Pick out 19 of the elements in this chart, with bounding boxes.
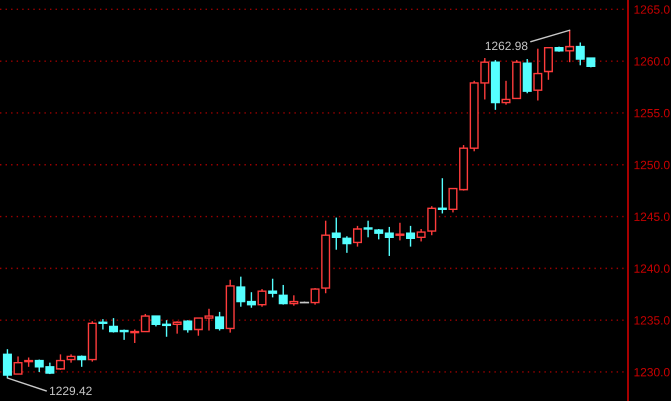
annotation: 1229.42 [50, 386, 92, 396]
candlestick [364, 220, 373, 238]
y-tick-label: 1245.0 [634, 212, 670, 222]
y-tick-label: 1230.0 [634, 368, 670, 376]
y-tick-label: 1240.0 [634, 264, 670, 273]
candlestick [268, 278, 278, 298]
y-tick-label: 1260.0 [634, 57, 670, 66]
y-tick-label: 1255.0 [634, 108, 670, 118]
candlestick [395, 222, 404, 242]
candlestick [533, 48, 542, 102]
candlestick [438, 178, 447, 214]
candlestick [384, 226, 394, 257]
annotation: 1262.98 [486, 42, 528, 50]
y-tick-label: 1250.0 [634, 160, 670, 170]
candlestick [480, 57, 490, 100]
y-tick-label: 1235.0 [634, 316, 670, 325]
y-tick-label: 1265.0 [634, 5, 670, 14]
candlestick [226, 279, 235, 334]
candlestick [565, 30, 574, 63]
